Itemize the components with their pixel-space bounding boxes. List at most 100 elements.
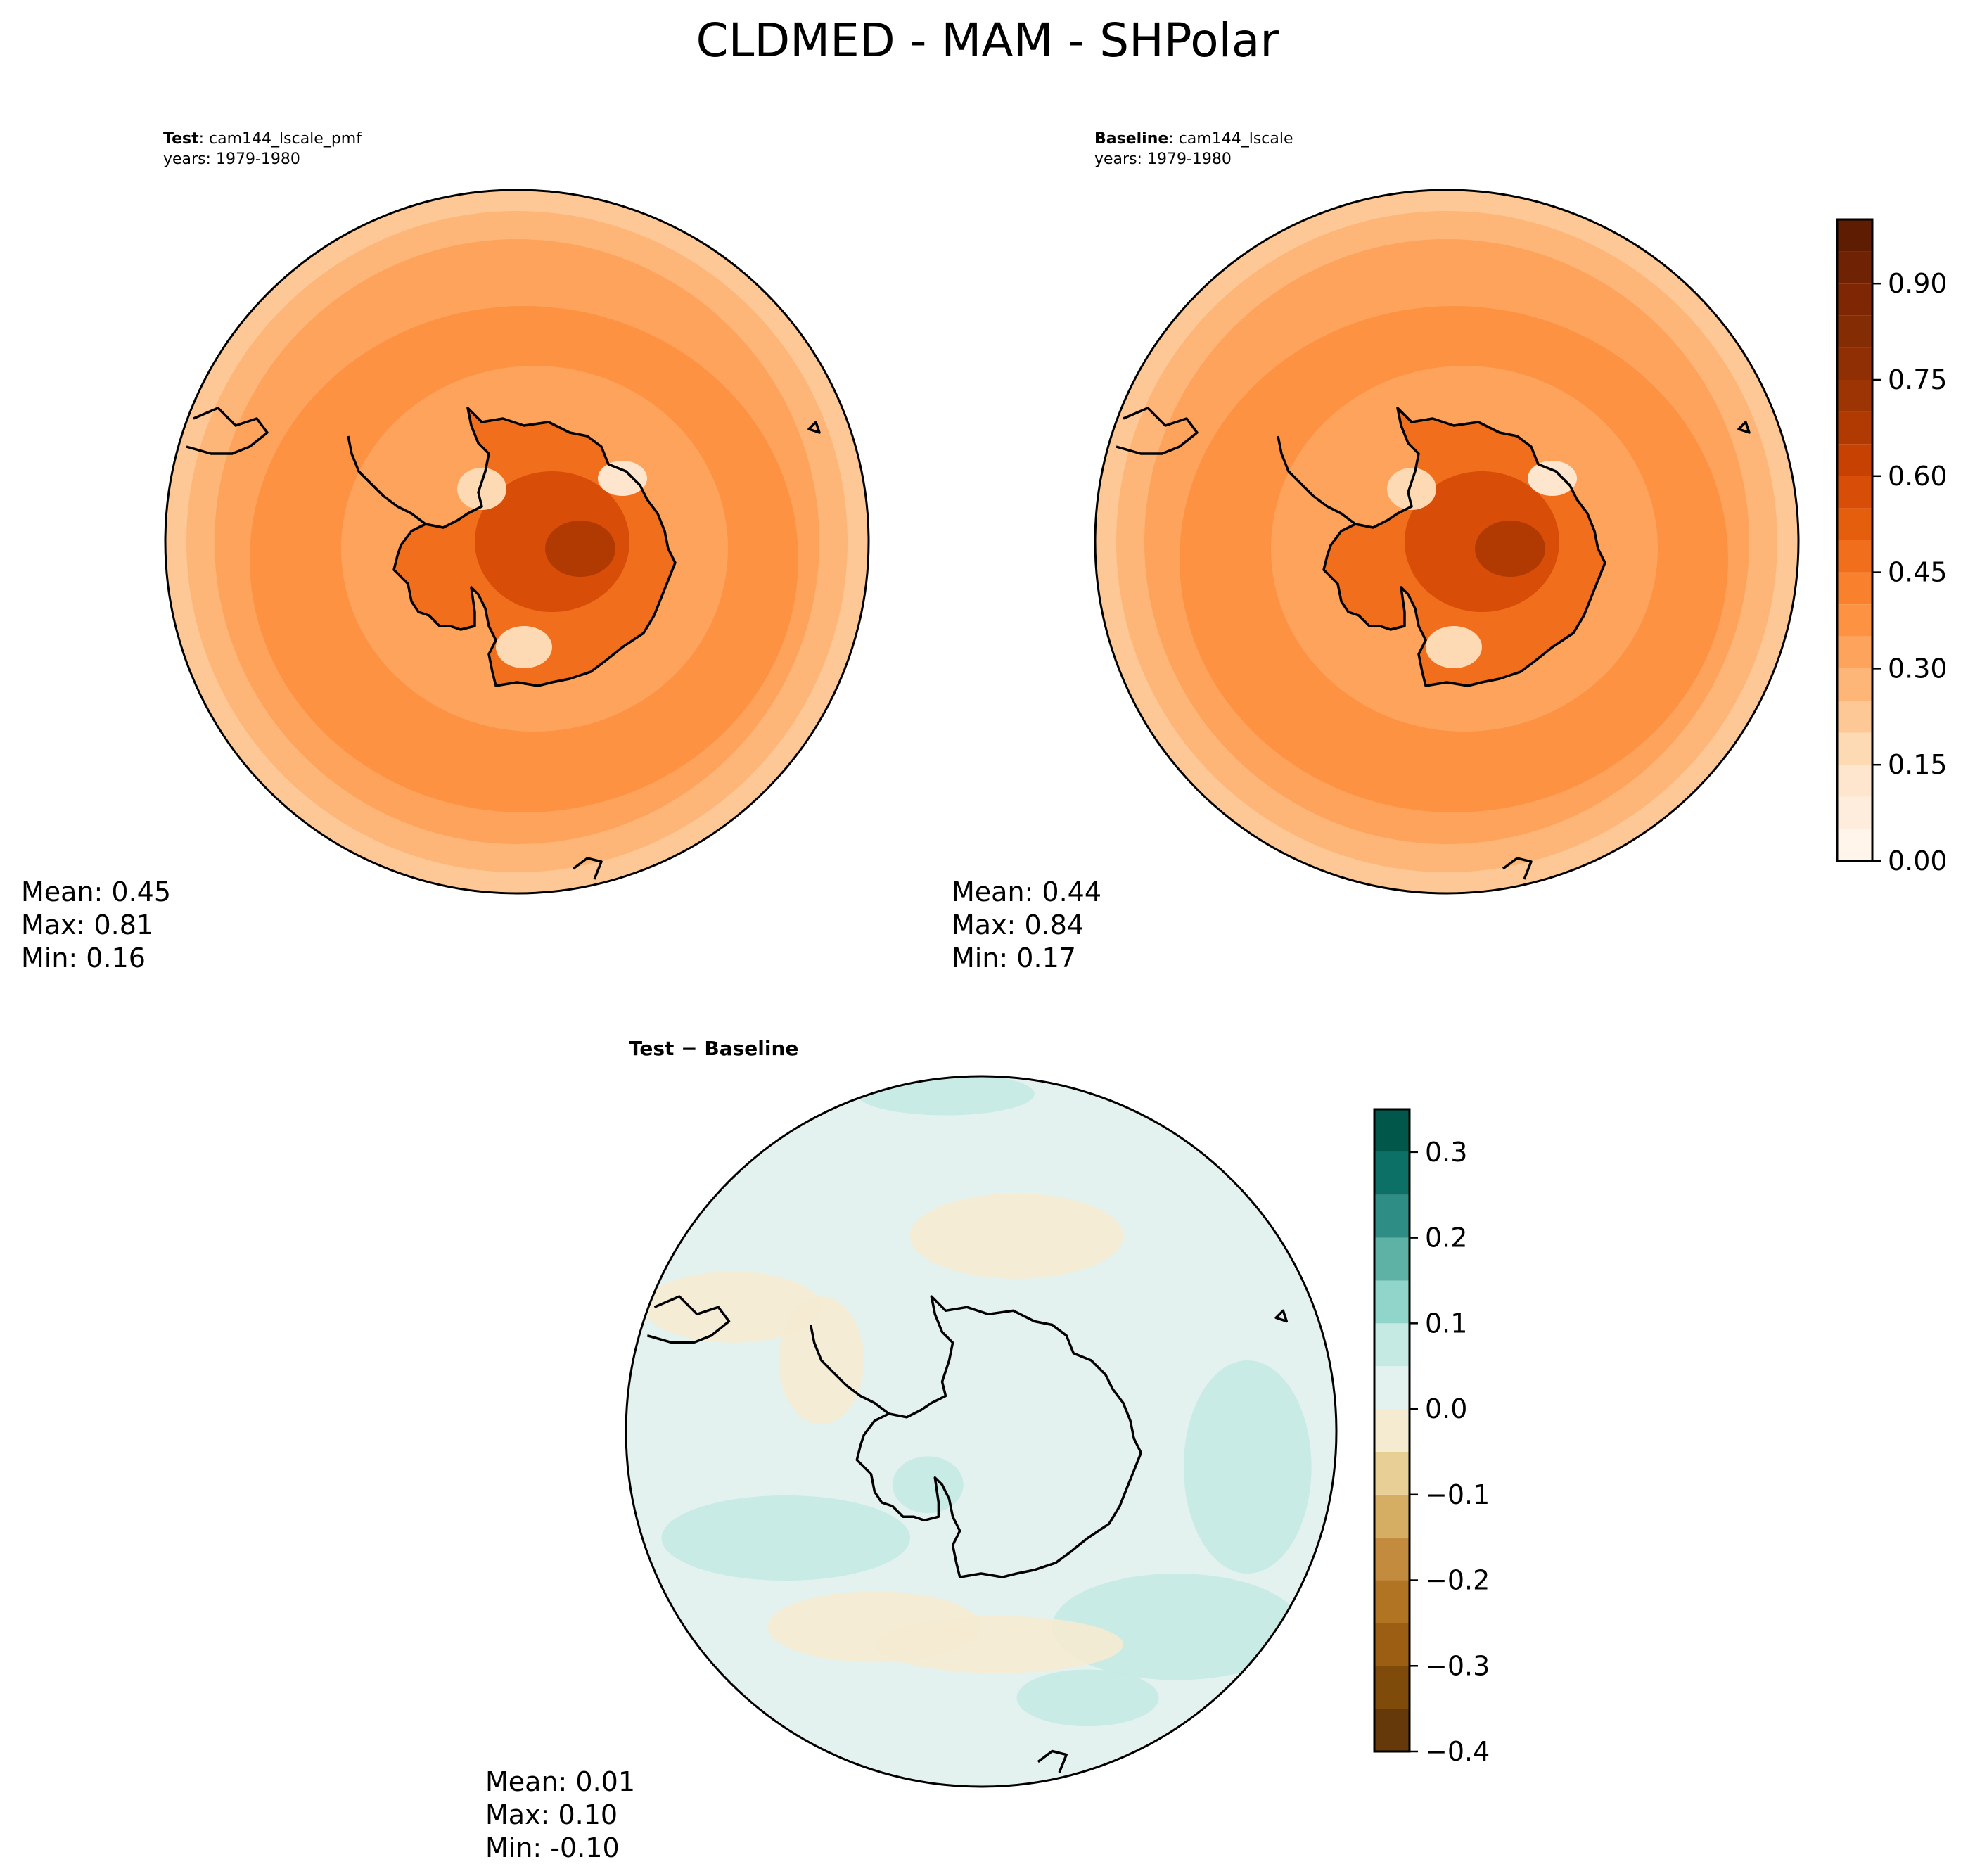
diff-anomaly-patch [910, 1193, 1123, 1279]
colorbar-difference: −0.4 −0.3 −0.2 −0.1 0.0 0.1 0.2 0.3 [1373, 1108, 1490, 1767]
colorbar-top-swatch [1837, 604, 1872, 637]
colorbar-top-tick-label: 0.90 [1888, 268, 1948, 299]
test-min: Min: 0.16 [21, 943, 146, 974]
diff-map-boundary [625, 1075, 1338, 1788]
test-contour-field [165, 190, 869, 893]
colorbar-diff-swatch [1374, 1409, 1410, 1452]
colorbar-diff-tick-label: 0.2 [1425, 1223, 1467, 1253]
diff-anomaly-patch [874, 1616, 1123, 1673]
colorbar-diff-tick-label: −0.2 [1425, 1565, 1490, 1596]
colorbar-top-swatch [1837, 283, 1872, 316]
test-plateau-max [545, 521, 615, 577]
colorbar-top-tick-label: 0.45 [1888, 557, 1948, 588]
colorbar-top-tick-label: 0.75 [1888, 364, 1948, 395]
baseline-label-bold: Baseline [1094, 130, 1169, 148]
colorbar-diff-swatch [1374, 1537, 1410, 1581]
colorbar-top-swatch [1837, 701, 1872, 733]
test-low-patch [457, 468, 506, 510]
colorbar-diff-swatch [1374, 1151, 1410, 1195]
colorbar-top-tick-label: 0.00 [1888, 846, 1948, 876]
colorbar-top-frame [1836, 218, 1874, 862]
baseline-years: years: 1979-1980 [1094, 150, 1232, 168]
baseline-min: Min: 0.17 [952, 943, 1076, 974]
colorbar-diff-tick-label: −0.4 [1425, 1736, 1490, 1767]
colorbar-diff-tick-label: 0.3 [1425, 1137, 1467, 1168]
figure-title: CLDMED - MAM - SHPolar [696, 13, 1279, 68]
map-baseline-panel [1094, 189, 1800, 895]
colorbar-diff-swatch [1374, 1280, 1410, 1324]
diff-anomaly-patch [1016, 1669, 1159, 1727]
colorbar-diff-swatch [1374, 1709, 1410, 1751]
new-zealand-tip [572, 857, 603, 880]
test-map-boundary [164, 189, 870, 895]
diff-anomaly-patch [1183, 1360, 1312, 1574]
colorbar-top-tick-label: 0.60 [1888, 461, 1948, 492]
colorbar-cloud-fraction: 0.00 0.15 0.30 0.45 0.60 0.75 0.90 [1836, 218, 1948, 876]
colorbar-diff-tick-label: −0.1 [1425, 1479, 1490, 1510]
diff-anomaly-patch [892, 1456, 964, 1514]
test-low-patch [598, 461, 647, 496]
colorbar-top-tick-label: 0.15 [1888, 749, 1948, 780]
colorbar-top-swatch [1837, 636, 1872, 669]
island [1737, 421, 1751, 434]
baseline-stats: Mean: 0.44 Max: 0.84 Min: 0.17 [952, 876, 1101, 975]
diff-panel-title: Test − Baseline [629, 1037, 799, 1060]
test-max: Max: 0.81 [21, 910, 154, 940]
new-zealand-tip [1502, 857, 1533, 880]
map-test-panel [164, 189, 870, 895]
test-stats: Mean: 0.45 Max: 0.81 Min: 0.16 [21, 876, 171, 975]
colorbar-diff-swatch [1374, 1194, 1410, 1238]
test-label-case: : cam144_lscale_pmf [198, 130, 362, 148]
colorbar-diff-swatch [1374, 1494, 1410, 1538]
colorbar-top-swatch [1837, 444, 1872, 476]
colorbar-top-swatch [1837, 251, 1872, 284]
colorbar-diff-swatch [1374, 1623, 1410, 1666]
colorbar-top-tick-label: 0.30 [1888, 653, 1948, 684]
colorbar-top-swatch [1837, 732, 1872, 765]
colorbar-top-swatch [1837, 668, 1872, 701]
baseline-contour-field [1095, 190, 1798, 893]
baseline-low-patch [1426, 626, 1482, 668]
colorbar-diff-tick-label: −0.3 [1425, 1650, 1490, 1681]
island [807, 421, 821, 434]
south-america-tip [186, 407, 269, 455]
colorbar-diff-frame [1373, 1108, 1411, 1753]
diff-anomaly-patch [644, 1271, 822, 1343]
colorbar-top-swatch [1837, 476, 1872, 509]
colorbar-top-swatch [1837, 572, 1872, 605]
map-diff-panel [625, 1075, 1338, 1788]
colorbar-diff-tick-label: 0.1 [1425, 1308, 1467, 1339]
baseline-low-patch [1528, 461, 1577, 496]
diff-max: Max: 0.10 [485, 1799, 618, 1830]
diff-mean: Mean: 0.01 [485, 1766, 636, 1797]
baseline-map-boundary [1094, 189, 1800, 895]
colorbar-top-swatch [1837, 508, 1872, 540]
baseline-low-patch [1387, 468, 1436, 510]
colorbar-diff-swatch [1374, 1323, 1410, 1367]
colorbar-top-swatch [1837, 219, 1872, 252]
colorbar-top-swatch [1837, 411, 1872, 445]
antarctica-coastline [392, 407, 677, 687]
colorbar-top-swatch [1837, 347, 1872, 380]
baseline-label-case: : cam144_lscale [1168, 130, 1293, 148]
antarctica-coastline [1322, 407, 1606, 687]
diff-anomaly-patch [857, 1076, 1035, 1116]
baseline-plateau-max [1475, 521, 1545, 577]
antarctic-peninsula [347, 435, 427, 525]
colorbar-diff-tick-label: 0.0 [1425, 1393, 1467, 1424]
antarctic-peninsula [809, 1325, 890, 1415]
colorbar-diff-swatch [1374, 1237, 1410, 1281]
colorbar-top-swatch [1837, 829, 1872, 861]
colorbar-top-swatch [1837, 796, 1872, 829]
south-america-tip [646, 1295, 731, 1344]
diff-stats: Mean: 0.01 Max: 0.10 Min: -0.10 [485, 1766, 635, 1865]
test-label-bold: Test [163, 130, 199, 148]
diff-min: Min: -0.10 [485, 1832, 620, 1863]
antarctica-coastline [855, 1295, 1143, 1578]
colorbar-top-swatch [1837, 765, 1872, 797]
baseline-mean: Mean: 0.44 [952, 876, 1102, 907]
colorbar-diff-swatch [1374, 1666, 1410, 1709]
test-low-patch [496, 626, 552, 668]
antarctic-peninsula [1277, 435, 1357, 525]
colorbar-diff-swatch [1374, 1109, 1410, 1152]
